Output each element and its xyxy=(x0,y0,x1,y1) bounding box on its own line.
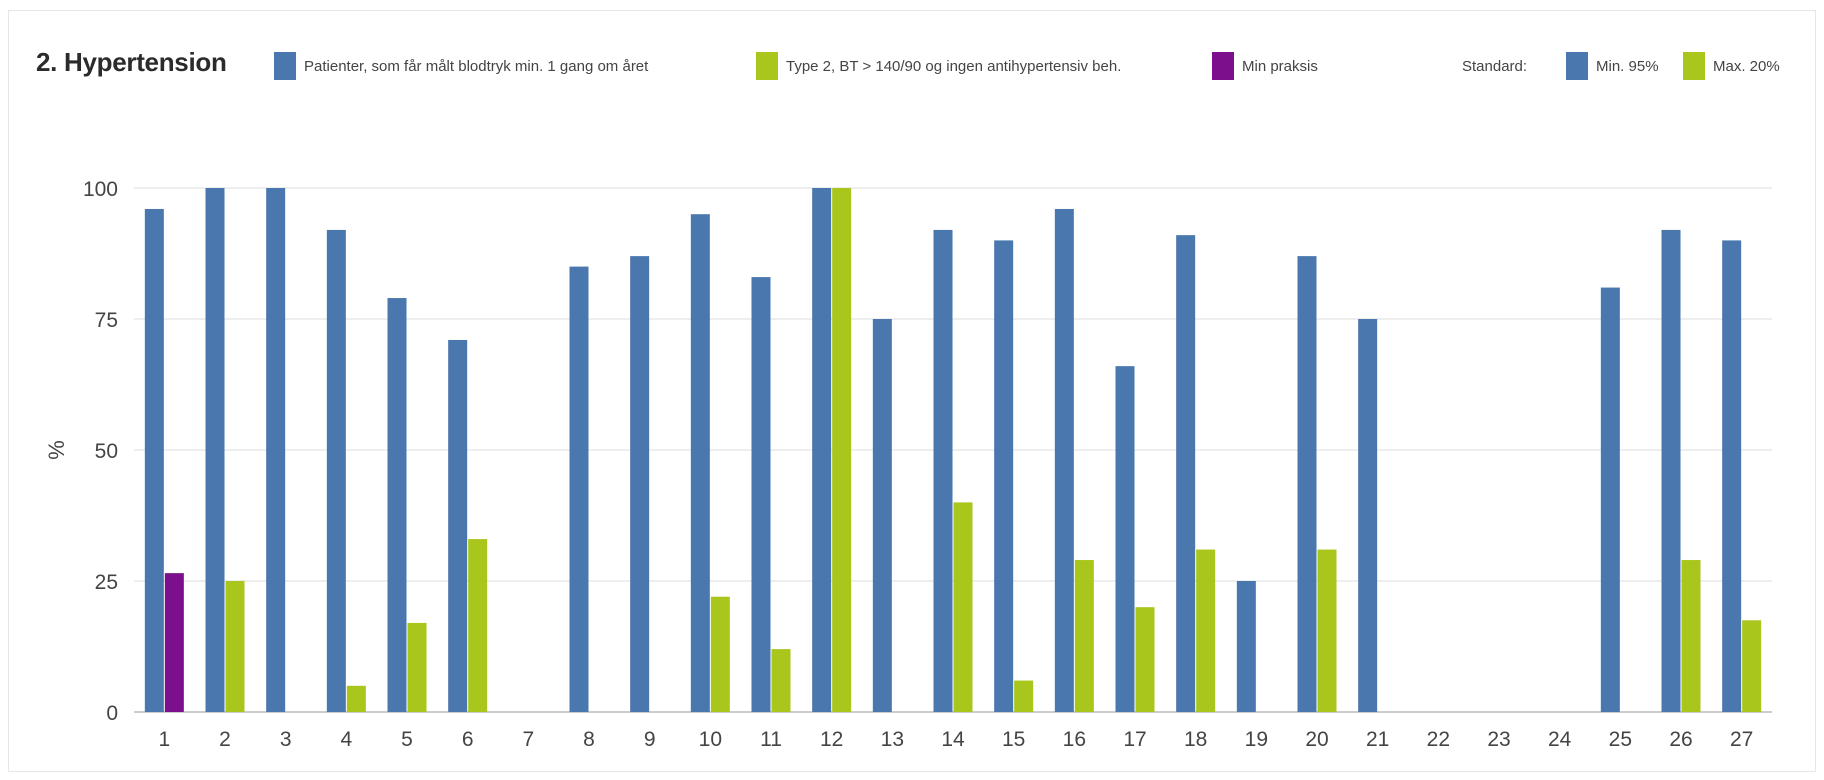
bar-series2-17[interactable] xyxy=(1135,607,1155,712)
standard-item-max: Max. 20% xyxy=(1683,52,1780,80)
y-tick-label: 100 xyxy=(83,178,118,201)
legend-label-series1: Patienter, som får målt blodtryk min. 1 … xyxy=(304,57,649,75)
x-tick-label-1: 1 xyxy=(158,728,170,751)
bar-series2-4[interactable] xyxy=(346,685,366,712)
bar-series1-25[interactable] xyxy=(1600,287,1620,712)
bar-series2-10[interactable] xyxy=(710,596,730,712)
bar-series1-19[interactable] xyxy=(1236,581,1256,712)
bar-series1-18[interactable] xyxy=(1176,235,1196,712)
legend-label-mine: Min praksis xyxy=(1242,57,1318,75)
x-tick-label-22: 22 xyxy=(1427,728,1450,751)
bar-series2-15[interactable] xyxy=(1014,680,1034,712)
bar-series2-27[interactable] xyxy=(1742,620,1762,712)
x-tick-label-2: 2 xyxy=(219,728,231,751)
legend-item-series1[interactable]: Patienter, som får målt blodtryk min. 1 … xyxy=(274,52,648,80)
x-tick-label-12: 12 xyxy=(820,728,843,751)
x-tick-label-20: 20 xyxy=(1305,728,1328,751)
x-tick-label-13: 13 xyxy=(881,728,904,751)
legend-swatch-green xyxy=(756,52,778,80)
y-axis-label: % xyxy=(44,440,69,460)
legend-swatch-purple xyxy=(1212,52,1234,80)
bar-series1-17[interactable] xyxy=(1115,366,1135,712)
standard-label-max: Max. 20% xyxy=(1713,57,1780,75)
x-tick-label-17: 17 xyxy=(1123,728,1146,751)
legend-item-mine[interactable]: Min praksis xyxy=(1212,52,1318,80)
x-tick-label-8: 8 xyxy=(583,728,595,751)
x-tick-label-26: 26 xyxy=(1669,728,1692,751)
bars xyxy=(144,188,1762,713)
bar-series1-8[interactable] xyxy=(569,266,589,712)
legend-label-series2: Type 2, BT > 140/90 og ingen antihyperte… xyxy=(786,57,1122,75)
legend-swatch-blue xyxy=(274,52,296,80)
bar-series1-16[interactable] xyxy=(1054,208,1074,712)
bar-min-praksis-1[interactable] xyxy=(164,573,184,712)
bar-series2-26[interactable] xyxy=(1681,560,1701,712)
bar-series1-4[interactable] xyxy=(326,229,346,713)
bar-series1-1[interactable] xyxy=(144,208,164,712)
bar-series2-20[interactable] xyxy=(1317,549,1337,712)
bar-series1-15[interactable] xyxy=(994,240,1014,712)
x-tick-label-25: 25 xyxy=(1609,728,1632,751)
x-tick-label-16: 16 xyxy=(1063,728,1086,751)
x-tick-label-23: 23 xyxy=(1487,728,1510,751)
y-tick-label: 75 xyxy=(95,309,118,332)
grid-lines xyxy=(134,187,1772,713)
bar-series2-14[interactable] xyxy=(953,502,973,712)
bar-series1-9[interactable] xyxy=(630,256,650,712)
bar-series1-6[interactable] xyxy=(448,339,468,712)
bar-series2-16[interactable] xyxy=(1074,560,1094,712)
x-tick-label-15: 15 xyxy=(1002,728,1025,751)
y-tick-label: 0 xyxy=(106,702,118,725)
x-tick-label-19: 19 xyxy=(1245,728,1268,751)
y-tick-label: 50 xyxy=(95,440,118,463)
bar-series1-2[interactable] xyxy=(205,188,225,712)
bar-series2-12[interactable] xyxy=(832,188,852,712)
standard-label-min: Min. 95% xyxy=(1596,57,1659,75)
x-tick-label-4: 4 xyxy=(340,728,352,751)
bar-series1-5[interactable] xyxy=(387,298,407,712)
x-tick-label-9: 9 xyxy=(644,728,656,751)
bar-series1-13[interactable] xyxy=(872,319,892,712)
x-tick-label-14: 14 xyxy=(941,728,965,751)
x-tick-label-10: 10 xyxy=(699,728,722,751)
standard-label: Standard: xyxy=(1462,58,1528,75)
standard-swatch-green xyxy=(1683,52,1705,80)
bar-series1-11[interactable] xyxy=(751,277,771,712)
x-tick-label-24: 24 xyxy=(1548,728,1572,751)
x-tick-label-3: 3 xyxy=(280,728,292,751)
x-tick-label-7: 7 xyxy=(522,728,534,751)
bar-series2-2[interactable] xyxy=(225,581,245,712)
standard-item-min: Min. 95% xyxy=(1566,52,1659,80)
x-tick-label-18: 18 xyxy=(1184,728,1207,751)
bar-series2-5[interactable] xyxy=(407,622,427,712)
bar-series1-10[interactable] xyxy=(690,214,710,712)
x-tick-label-21: 21 xyxy=(1366,728,1389,751)
x-tick-label-5: 5 xyxy=(401,728,413,751)
x-tick-label-27: 27 xyxy=(1730,728,1753,751)
bar-series1-12[interactable] xyxy=(812,188,832,712)
bar-series1-14[interactable] xyxy=(933,229,953,713)
bar-series2-6[interactable] xyxy=(468,539,488,712)
bar-series1-26[interactable] xyxy=(1661,229,1681,713)
legend-item-series2[interactable]: Type 2, BT > 140/90 og ingen antihyperte… xyxy=(756,52,1121,80)
y-axis-ticks: 0 25 50 75 100 xyxy=(83,178,118,725)
chart-frame xyxy=(8,10,1816,772)
x-tick-label-11: 11 xyxy=(760,728,782,751)
bar-series1-3[interactable] xyxy=(266,188,286,712)
chart-title: 2. Hypertension xyxy=(36,47,227,77)
x-tick-label-6: 6 xyxy=(462,728,474,751)
bar-series1-27[interactable] xyxy=(1722,240,1742,712)
y-tick-label: 25 xyxy=(95,571,118,594)
x-axis-ticks: 1 2 3 4 5 6 7 8 9 10 11 12 13 14 15 16 17 18 19 20 21 22 23 24 2… xyxy=(158,728,1753,751)
bar-series2-11[interactable] xyxy=(771,649,791,712)
bar-series1-21[interactable] xyxy=(1358,319,1378,712)
standard-swatch-blue xyxy=(1566,52,1588,80)
bar-series2-18[interactable] xyxy=(1196,549,1216,712)
bar-series1-20[interactable] xyxy=(1297,256,1317,712)
